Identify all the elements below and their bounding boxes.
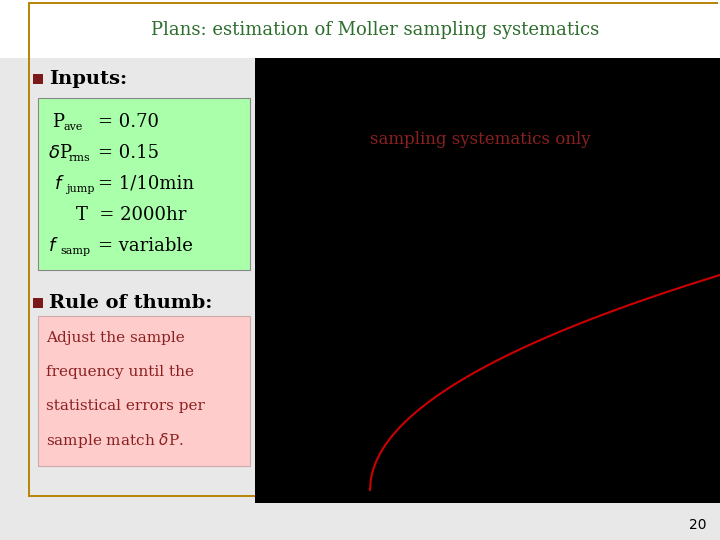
Bar (33, 298, 43, 308)
Text: statistical errors per: statistical errors per (46, 399, 205, 413)
Text: rms: rms (69, 153, 91, 163)
Text: = 0.70: = 0.70 (98, 113, 159, 131)
Bar (255, 58, 720, 503)
Text: jump: jump (66, 184, 94, 194)
Bar (28, 2, 30, 497)
Text: Plans: estimation of Moller sampling systematics: Plans: estimation of Moller sampling sys… (151, 21, 599, 39)
Text: = 1/10min: = 1/10min (98, 175, 194, 193)
Bar (33, 74, 43, 84)
Text: = variable: = variable (98, 237, 193, 255)
Text: $\mathit{f}$: $\mathit{f}$ (54, 175, 65, 193)
Bar (28, 2, 718, 4)
Text: Inputs:: Inputs: (49, 70, 127, 88)
Text: frequency until the: frequency until the (46, 365, 194, 379)
Text: ave: ave (64, 122, 84, 132)
Text: Adjust the sample: Adjust the sample (46, 331, 185, 345)
Bar (0, 0, 720, 58)
Text: T  = 2000hr: T = 2000hr (76, 206, 186, 224)
Text: samp: samp (60, 246, 90, 256)
Text: = 0.15: = 0.15 (98, 144, 159, 162)
Text: sample match $\delta$P.: sample match $\delta$P. (46, 430, 184, 449)
Text: P: P (52, 113, 64, 131)
Bar (38, 98, 250, 270)
Bar (38, 316, 250, 466)
Text: 20: 20 (688, 518, 706, 532)
Text: sampling systematics only: sampling systematics only (369, 132, 590, 148)
Bar (28, 495, 718, 497)
Text: $\mathit{f}$: $\mathit{f}$ (48, 237, 58, 255)
Text: $\delta$P: $\delta$P (48, 144, 73, 162)
Text: Rule of thumb:: Rule of thumb: (49, 294, 212, 312)
